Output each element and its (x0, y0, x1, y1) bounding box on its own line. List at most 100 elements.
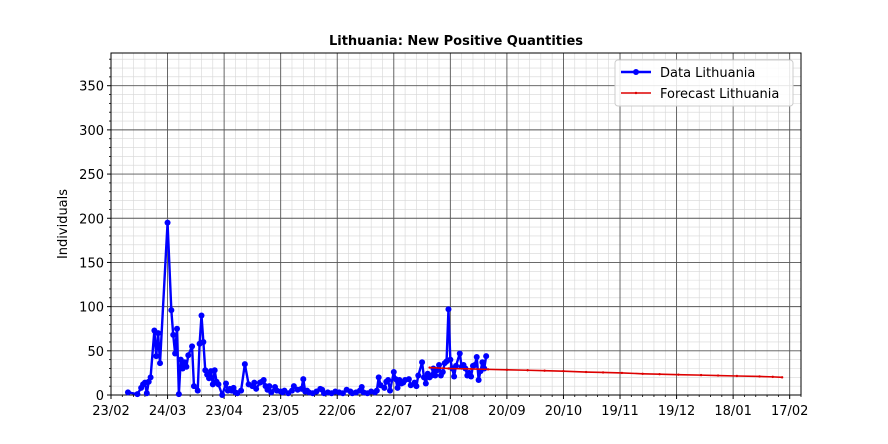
x-tick-label: 20/09 (488, 404, 525, 419)
x-tick-label: 23/05 (262, 404, 299, 419)
data-point (124, 389, 131, 396)
data-point (381, 384, 388, 391)
forecast-point (620, 371, 624, 375)
data-point (390, 369, 397, 376)
data-point (447, 356, 454, 363)
data-point (215, 381, 222, 388)
forecast-point (735, 374, 739, 378)
data-point (185, 352, 192, 359)
data-point (155, 330, 162, 337)
data-point (183, 363, 190, 370)
data-point (157, 360, 164, 367)
forecast-point (543, 369, 546, 372)
x-tick-label: 20/10 (545, 404, 582, 419)
forecast-point (601, 371, 605, 374)
forecast-point (780, 376, 784, 379)
forecast-point (505, 368, 509, 372)
data-point (206, 375, 213, 382)
series-line-forecast (429, 366, 783, 379)
x-tick-label: 22/07 (375, 404, 412, 419)
data-point (415, 372, 422, 379)
y-tick-labels: 0 50 100 150 200 250 300 350 (79, 80, 104, 404)
series-layer (124, 219, 784, 398)
y-tick-label: 200 (79, 212, 104, 227)
y-tick-label: 350 (79, 80, 104, 95)
x-tick-label: 21/08 (432, 404, 469, 419)
data-point (198, 312, 205, 319)
data-point (468, 373, 475, 380)
data-point (420, 374, 427, 381)
data-point (134, 391, 141, 398)
data-point (385, 376, 392, 383)
data-point (445, 306, 452, 313)
x-tick-label: 17/02 (771, 404, 808, 419)
minor-gridlines (111, 53, 802, 395)
data-point (419, 359, 426, 366)
data-point (153, 353, 160, 360)
data-point (268, 389, 275, 396)
forecast-point (641, 372, 644, 375)
y-tick-label: 300 (79, 124, 104, 139)
data-point (475, 376, 482, 383)
data-point (479, 359, 486, 366)
data-point (172, 350, 179, 357)
forecast-point (447, 367, 450, 370)
forecast-point (486, 368, 490, 371)
data-point (439, 369, 446, 376)
legend-marker-forecast (634, 91, 638, 95)
data-point (266, 383, 273, 390)
axis-ticks (107, 58, 802, 399)
legend-label-data: Data Lithuania (660, 66, 755, 81)
data-point (147, 374, 154, 381)
data-point (432, 372, 439, 379)
data-point (471, 361, 478, 368)
data-point (251, 379, 258, 386)
data-point (170, 331, 177, 338)
data-point (405, 376, 412, 383)
data-point (223, 380, 229, 387)
forecast-point (469, 367, 473, 371)
forecast-point (658, 373, 661, 376)
data-point (189, 343, 196, 350)
x-tick-label: 24/03 (149, 404, 186, 419)
y-tick-label: 250 (79, 168, 104, 183)
data-point (456, 350, 463, 357)
data-point (453, 362, 459, 369)
data-point (173, 325, 180, 332)
forecast-point (428, 366, 431, 369)
data-point (290, 383, 297, 390)
x-tick-label: 23/04 (205, 404, 242, 419)
forecast-point (526, 369, 529, 372)
data-point (358, 384, 365, 391)
data-point (394, 384, 401, 391)
y-axis-label: Individuals (56, 189, 71, 259)
data-point (339, 390, 346, 397)
data-point (260, 376, 267, 383)
data-point (194, 387, 201, 394)
data-point (241, 361, 248, 368)
data-point (422, 380, 429, 387)
data-point (375, 374, 382, 381)
data-point (436, 361, 443, 368)
data-point (473, 354, 480, 360)
x-tick-label: 23/02 (92, 404, 129, 419)
data-point (413, 383, 420, 390)
forecast-point (562, 369, 565, 373)
data-point (168, 307, 175, 314)
forecast-point (771, 375, 774, 379)
forecast-point (699, 373, 703, 377)
plot-frame (110, 52, 802, 396)
data-point (143, 390, 150, 397)
forecast-point (584, 370, 588, 374)
data-point (175, 391, 182, 398)
forecast-point (677, 373, 680, 376)
y-tick-label: 150 (79, 256, 104, 271)
data-point (300, 376, 307, 383)
data-point (190, 383, 197, 390)
chart-title: Lithuania: New Positive Quantities (329, 34, 583, 49)
data-point (253, 385, 260, 392)
data-point (238, 387, 245, 394)
data-point (373, 387, 380, 394)
data-point (219, 392, 226, 398)
